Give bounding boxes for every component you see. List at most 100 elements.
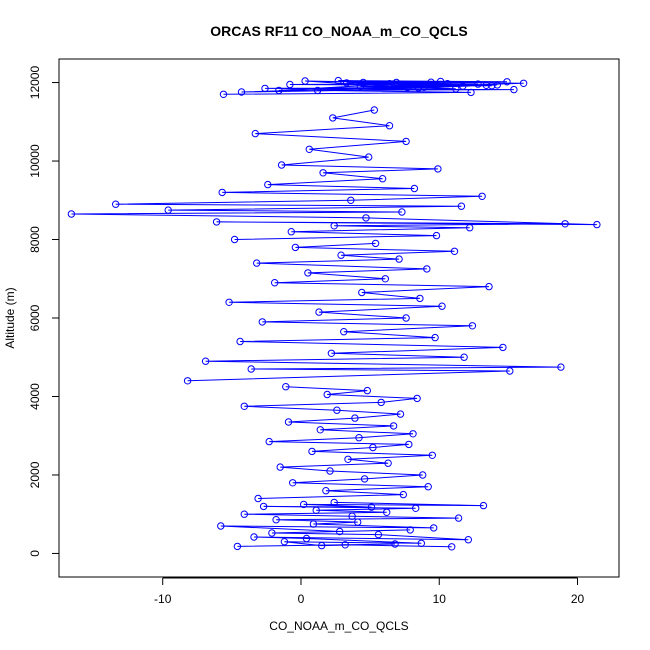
- data-point: [233, 542, 242, 551]
- data-point: [362, 214, 370, 222]
- data-point: [405, 440, 413, 449]
- data-point: [417, 539, 425, 547]
- data-point: [370, 106, 378, 114]
- data-point: [438, 302, 446, 310]
- data-point: [259, 502, 268, 511]
- data-point: [315, 308, 323, 316]
- data-point: [448, 543, 456, 551]
- data-point: [427, 78, 435, 86]
- y-axis: 0 2000 4000 6000 8000 10000 12000: [28, 66, 60, 557]
- data-point: [329, 114, 337, 122]
- data-point: [358, 288, 366, 297]
- data-point: [416, 294, 424, 303]
- data-point: [428, 451, 436, 459]
- data-point: [276, 463, 284, 471]
- data-point: [334, 76, 342, 85]
- data-point: [304, 269, 312, 277]
- data-point: [305, 145, 313, 154]
- plot-frame: [58, 58, 620, 578]
- data-point: [351, 414, 359, 422]
- data-point: [403, 83, 412, 92]
- data-point: [452, 85, 460, 93]
- data-point: [410, 184, 419, 193]
- data-point: [236, 337, 244, 346]
- data-point: [391, 540, 399, 548]
- data-point: [374, 530, 383, 539]
- data-point: [347, 196, 355, 205]
- data-point: [557, 363, 565, 371]
- data-point: [272, 516, 280, 524]
- y-tick-label: 0: [28, 550, 42, 557]
- data-point: [365, 153, 373, 161]
- data-point: [348, 512, 356, 520]
- data-point: [284, 418, 293, 426]
- x-tick-label: 10: [433, 592, 447, 606]
- data-point: [506, 367, 514, 375]
- series-0: [217, 498, 488, 551]
- data-point: [218, 188, 226, 197]
- y-tick-label: 4000: [28, 383, 42, 410]
- data-point: [367, 503, 376, 511]
- data-point: [308, 447, 316, 456]
- data-point: [409, 430, 417, 438]
- data-point: [402, 314, 410, 322]
- data-point: [503, 78, 511, 86]
- data-point: [482, 81, 490, 90]
- data-point: [459, 82, 467, 90]
- data-point: [323, 390, 331, 399]
- data-point: [398, 208, 406, 216]
- series-3: [67, 106, 601, 244]
- data-point: [219, 90, 228, 99]
- data-point: [413, 394, 421, 403]
- data-point: [280, 538, 289, 546]
- data-point: [381, 275, 389, 283]
- data-point: [354, 518, 362, 526]
- data-point: [510, 85, 518, 94]
- data-point: [478, 192, 486, 201]
- data-point: [340, 328, 348, 336]
- data-point: [250, 533, 258, 541]
- data-point: [300, 500, 308, 509]
- data-point: [258, 318, 266, 326]
- data-point: [112, 200, 120, 208]
- data-point: [251, 129, 260, 138]
- y-tick-label: 2000: [28, 461, 42, 488]
- data-point: [369, 443, 377, 452]
- data-point: [383, 508, 391, 516]
- data-point: [424, 483, 432, 491]
- data-point: [301, 77, 309, 85]
- data-point: [468, 322, 477, 330]
- data-point: [450, 247, 459, 256]
- data-point: [330, 222, 338, 230]
- x-tick-label: 0: [298, 592, 305, 606]
- data-point: [327, 349, 336, 357]
- data-point: [336, 527, 344, 536]
- data-point: [289, 479, 297, 487]
- y-tick-label: 10000: [28, 144, 42, 178]
- series-1: [240, 383, 436, 503]
- data-point: [466, 224, 474, 232]
- y-axis-label: Altitude (m): [3, 287, 17, 348]
- series-2: [183, 239, 565, 385]
- data-point: [247, 365, 255, 373]
- data-point: [389, 422, 398, 430]
- data-point: [499, 343, 507, 352]
- series-4: [219, 76, 528, 99]
- data-point: [420, 83, 428, 92]
- data-point: [432, 231, 441, 240]
- data-point: [67, 210, 76, 218]
- data-point: [240, 402, 249, 410]
- data-point: [376, 82, 384, 91]
- data-point: [302, 534, 311, 543]
- data-point: [287, 228, 295, 236]
- data-point: [406, 526, 414, 534]
- data-point: [384, 459, 392, 467]
- data-point: [225, 298, 233, 306]
- data-point: [377, 398, 385, 407]
- data-point: [419, 471, 427, 479]
- series-line-3: [71, 109, 597, 240]
- x-axis: -10 0 10 20: [154, 577, 585, 606]
- data-point: [561, 220, 569, 228]
- data-point: [326, 467, 334, 475]
- y-tick-label: 12000: [28, 66, 42, 100]
